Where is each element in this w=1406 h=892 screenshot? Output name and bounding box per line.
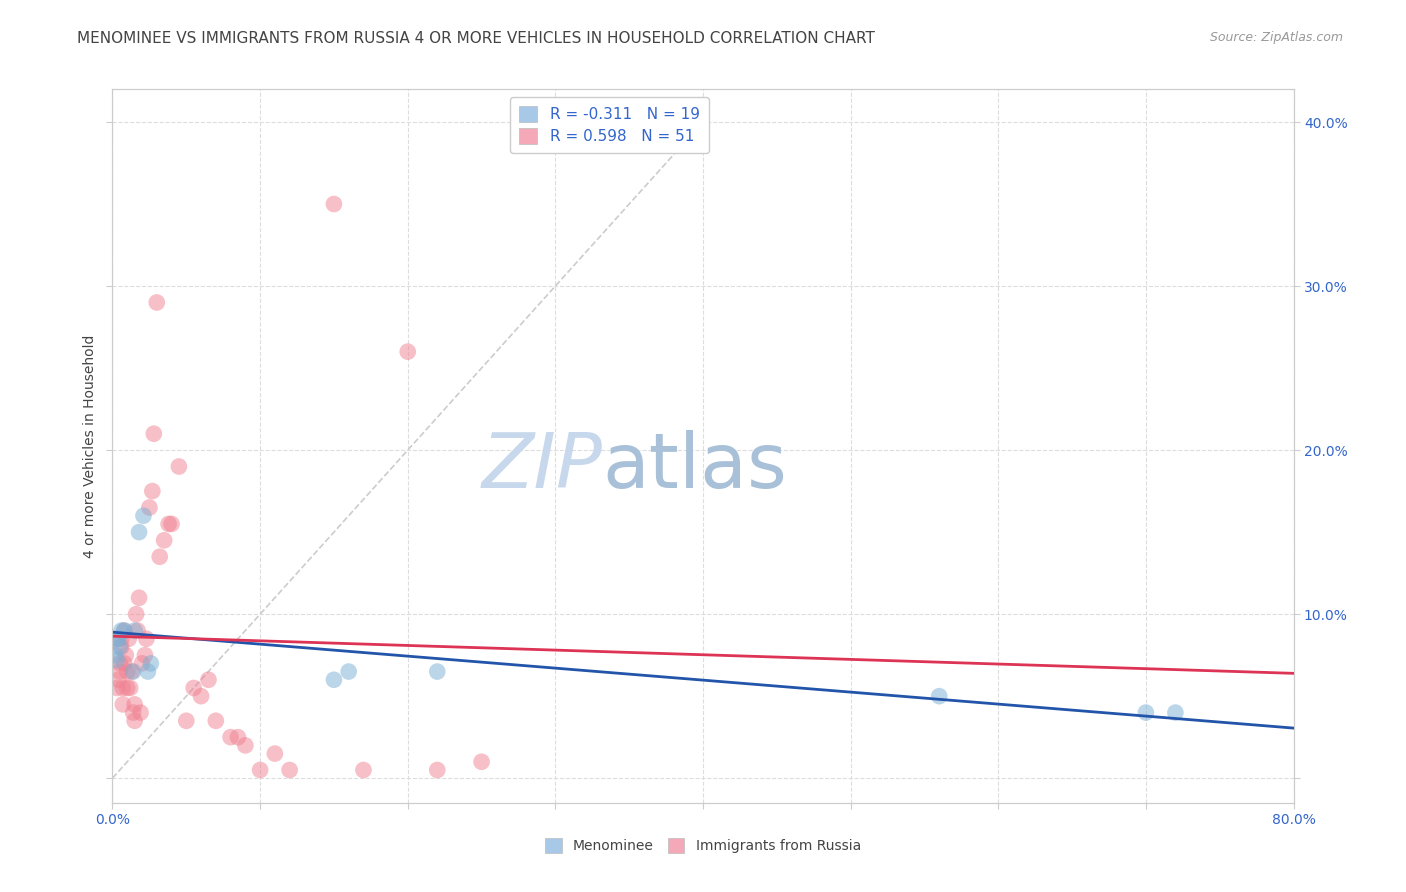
Point xyxy=(323,197,346,211)
Point xyxy=(197,673,219,687)
Point xyxy=(129,706,152,720)
Point xyxy=(112,624,135,638)
Point xyxy=(141,484,163,499)
Point xyxy=(136,665,159,679)
Y-axis label: 4 or more Vehicles in Household: 4 or more Vehicles in Household xyxy=(83,334,97,558)
Point xyxy=(190,689,212,703)
Point xyxy=(110,632,132,646)
Point xyxy=(124,624,146,638)
Point xyxy=(426,665,449,679)
Point xyxy=(108,657,131,671)
Point xyxy=(226,730,249,744)
Point xyxy=(128,591,150,605)
Text: Source: ZipAtlas.com: Source: ZipAtlas.com xyxy=(1209,31,1343,45)
Point xyxy=(122,706,145,720)
Point xyxy=(142,426,165,441)
Point xyxy=(112,657,135,671)
Point xyxy=(139,657,162,671)
Point xyxy=(105,681,128,695)
Point xyxy=(125,607,148,622)
Point xyxy=(127,624,149,638)
Point xyxy=(1164,706,1187,720)
Text: ZIP: ZIP xyxy=(482,431,603,504)
Point xyxy=(219,730,242,744)
Point xyxy=(108,640,131,654)
Point xyxy=(111,681,134,695)
Point xyxy=(104,648,127,662)
Legend: Menominee, Immigrants from Russia: Menominee, Immigrants from Russia xyxy=(538,831,868,860)
Point xyxy=(122,665,145,679)
Point xyxy=(323,673,346,687)
Point xyxy=(134,648,156,662)
Point xyxy=(337,665,360,679)
Point xyxy=(352,763,374,777)
Point xyxy=(128,525,150,540)
Point xyxy=(249,763,271,777)
Point xyxy=(114,648,136,662)
Point xyxy=(132,508,155,523)
Point xyxy=(160,516,183,531)
Point xyxy=(264,747,287,761)
Text: MENOMINEE VS IMMIGRANTS FROM RUSSIA 4 OR MORE VEHICLES IN HOUSEHOLD CORRELATION : MENOMINEE VS IMMIGRANTS FROM RUSSIA 4 OR… xyxy=(77,31,875,46)
Point xyxy=(233,739,256,753)
Point xyxy=(108,665,131,679)
Point xyxy=(167,459,190,474)
Point xyxy=(135,632,157,646)
Point xyxy=(149,549,172,564)
Point xyxy=(124,714,146,728)
Point xyxy=(205,714,228,728)
Point xyxy=(111,698,134,712)
Point xyxy=(157,516,180,531)
Point xyxy=(928,689,950,703)
Point xyxy=(138,500,160,515)
Text: atlas: atlas xyxy=(603,431,787,504)
Point xyxy=(124,698,146,712)
Point xyxy=(146,295,169,310)
Point xyxy=(278,763,301,777)
Point xyxy=(110,624,132,638)
Point xyxy=(117,681,138,695)
Point xyxy=(105,653,128,667)
Point xyxy=(426,763,449,777)
Point xyxy=(121,665,143,679)
Point xyxy=(396,344,419,359)
Point xyxy=(131,657,153,671)
Point xyxy=(107,673,129,687)
Point xyxy=(118,632,141,646)
Point xyxy=(153,533,176,548)
Point xyxy=(470,755,494,769)
Point xyxy=(112,624,135,638)
Point xyxy=(120,681,142,695)
Point xyxy=(105,632,128,646)
Point xyxy=(1135,706,1157,720)
Point xyxy=(183,681,205,695)
Point xyxy=(110,640,132,654)
Point xyxy=(174,714,197,728)
Point xyxy=(117,665,138,679)
Point xyxy=(107,632,129,646)
